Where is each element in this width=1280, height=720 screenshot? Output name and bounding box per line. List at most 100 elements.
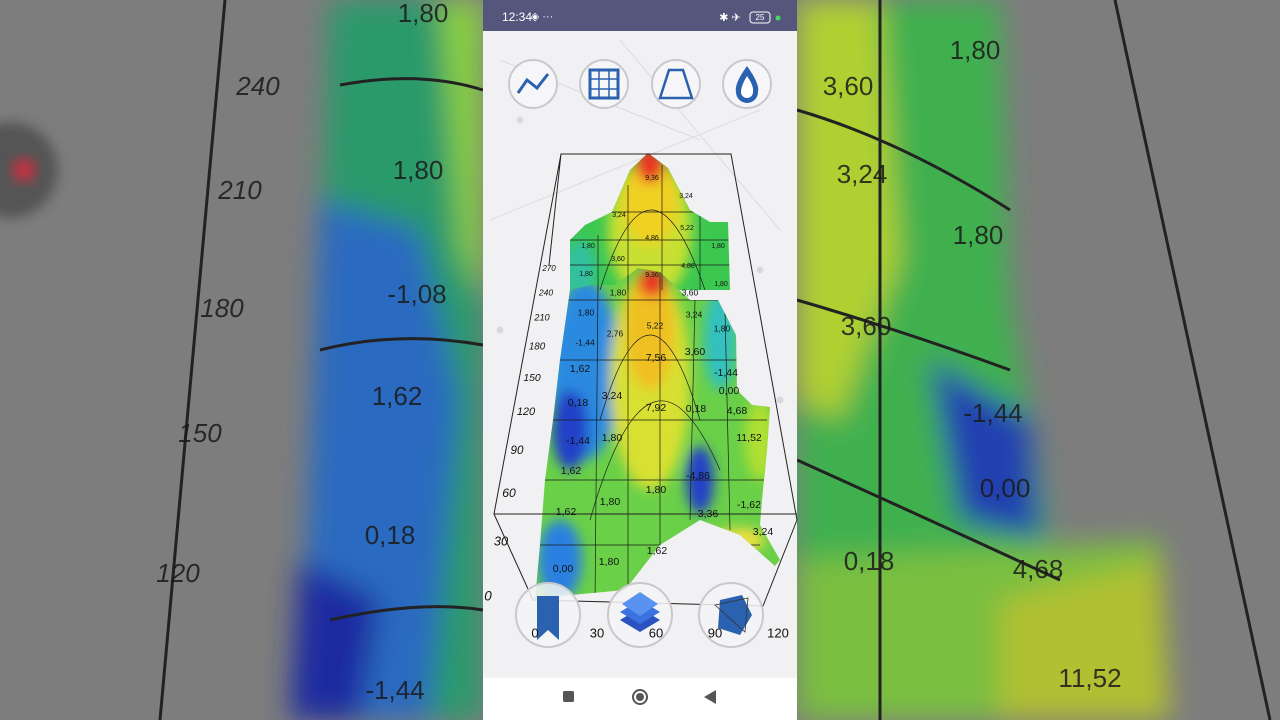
home-button-dot	[636, 693, 644, 701]
background-label: 1,80	[393, 155, 444, 185]
contour-label: -1,44	[714, 367, 738, 379]
background-label: 1,62	[372, 381, 423, 411]
contour-label: 0,00	[553, 563, 574, 575]
y-axis-label: 210	[533, 312, 550, 322]
background-right	[796, 0, 1280, 720]
background-label: 150	[178, 418, 222, 448]
layers-button[interactable]	[607, 582, 673, 648]
contour-label: 3,24	[753, 526, 774, 538]
contour-label: 3,60	[685, 346, 706, 358]
background-label: 3,60	[823, 71, 874, 101]
status-icons: ◈ ···	[531, 11, 554, 23]
y-axis-label: 0	[484, 589, 492, 604]
x-axis-label: 0	[531, 625, 538, 640]
contour-label: 2,76	[607, 328, 624, 338]
contour-label: 5,22	[680, 225, 694, 232]
bounding-box	[493, 153, 798, 607]
contour-label: 5,22	[647, 320, 664, 330]
contour-label: 1,62	[561, 465, 582, 477]
y-axis-label: 90	[511, 444, 524, 457]
contour-label: 0,18	[568, 397, 589, 409]
background-label: -1,08	[387, 279, 446, 309]
contour-label: 1,80	[610, 287, 627, 297]
background-label: -1,44	[963, 398, 1022, 428]
contour-label: 3,60	[682, 287, 699, 297]
background-label: 180	[200, 293, 244, 323]
y-axis-label: 240	[538, 287, 554, 297]
perspective-tool-button[interactable]	[651, 59, 701, 109]
background-label: 0,00	[980, 473, 1031, 503]
background-label: 120	[156, 558, 200, 588]
background-label: 0,18	[844, 546, 895, 576]
contour-label: -4,86	[686, 470, 710, 482]
contour-label: 3,24	[679, 193, 693, 200]
x-axis-label: 30	[590, 625, 604, 640]
contour-label: 1,80	[600, 496, 621, 508]
contour-label: 1,80	[646, 484, 667, 496]
contour-label: 3,24	[686, 309, 703, 319]
home-button[interactable]	[632, 689, 648, 705]
contour-label: 1,80	[581, 243, 595, 250]
grid-tool-button[interactable]	[579, 59, 629, 109]
contour-label: 1,80	[714, 323, 731, 333]
contour-label: 3,60	[611, 256, 625, 263]
contour-label: 1,80	[579, 271, 593, 278]
background-left	[0, 0, 484, 720]
contour-label: 1,80	[711, 243, 725, 250]
drop-tool-button[interactable]	[722, 59, 772, 109]
status-dot	[775, 15, 781, 21]
contour-label: 4,86	[681, 263, 695, 270]
battery-outline	[749, 11, 771, 24]
contour-label: 7,92	[646, 402, 667, 414]
contour-label: 1,62	[647, 545, 668, 557]
background-label: 1,80	[398, 0, 449, 28]
contour-label: 9,36	[645, 272, 659, 279]
contour-label: 0,00	[719, 385, 740, 397]
contour-label: 3,36	[698, 508, 719, 520]
contour-label: 1,62	[570, 363, 591, 375]
bookmark-button[interactable]	[515, 582, 581, 648]
background-label: 3,60	[841, 311, 892, 341]
y-axis-label: 150	[523, 373, 541, 384]
toolbar	[508, 59, 772, 109]
contour-label: -1,62	[737, 499, 761, 511]
status-bar	[483, 0, 797, 31]
contour-label: 3,24	[602, 390, 623, 402]
background-label: -1,44	[365, 675, 424, 705]
contour-label: 1,80	[602, 432, 623, 444]
contour-label: 4,68	[727, 405, 748, 417]
background-label: 210	[217, 175, 262, 205]
y-axis-label: 120	[517, 406, 536, 418]
contour-label: 7,56	[646, 352, 667, 364]
status-right-icons: ✱ ✈	[719, 12, 741, 24]
background-label: 240	[235, 71, 280, 101]
back-button[interactable]	[704, 690, 716, 704]
contour-label: 1,62	[556, 506, 577, 518]
background-label: 3,24	[837, 159, 888, 189]
line-tool-button[interactable]	[508, 59, 558, 109]
background-label: 0,18	[365, 520, 416, 550]
contour-label: 1,80	[714, 281, 728, 288]
contour-label: 1,80	[578, 307, 595, 317]
y-axis-label: 30	[494, 533, 509, 548]
background-label: 4,68	[1013, 554, 1064, 584]
background-label: 11,52	[1058, 663, 1121, 693]
bottom-toolbar	[515, 582, 764, 648]
x-axis-label: 120	[767, 625, 789, 640]
status-time: 12:34	[502, 10, 532, 24]
contour-label: -1,44	[575, 337, 595, 347]
contour-label: 9,36	[645, 175, 659, 182]
x-axis-label: 60	[649, 625, 663, 640]
background-label: 1,80	[953, 220, 1004, 250]
contour-label: 3,24	[612, 212, 626, 219]
recents-button[interactable]	[563, 691, 574, 702]
shape-button[interactable]	[698, 582, 764, 648]
y-axis-label: 180	[529, 342, 546, 353]
y-axis-label: 270	[541, 264, 556, 273]
y-axis-label: 60	[502, 486, 516, 500]
x-axis-label: 90	[708, 625, 722, 640]
contour-label: 0,18	[686, 403, 707, 415]
battery-level: 25	[756, 13, 765, 22]
